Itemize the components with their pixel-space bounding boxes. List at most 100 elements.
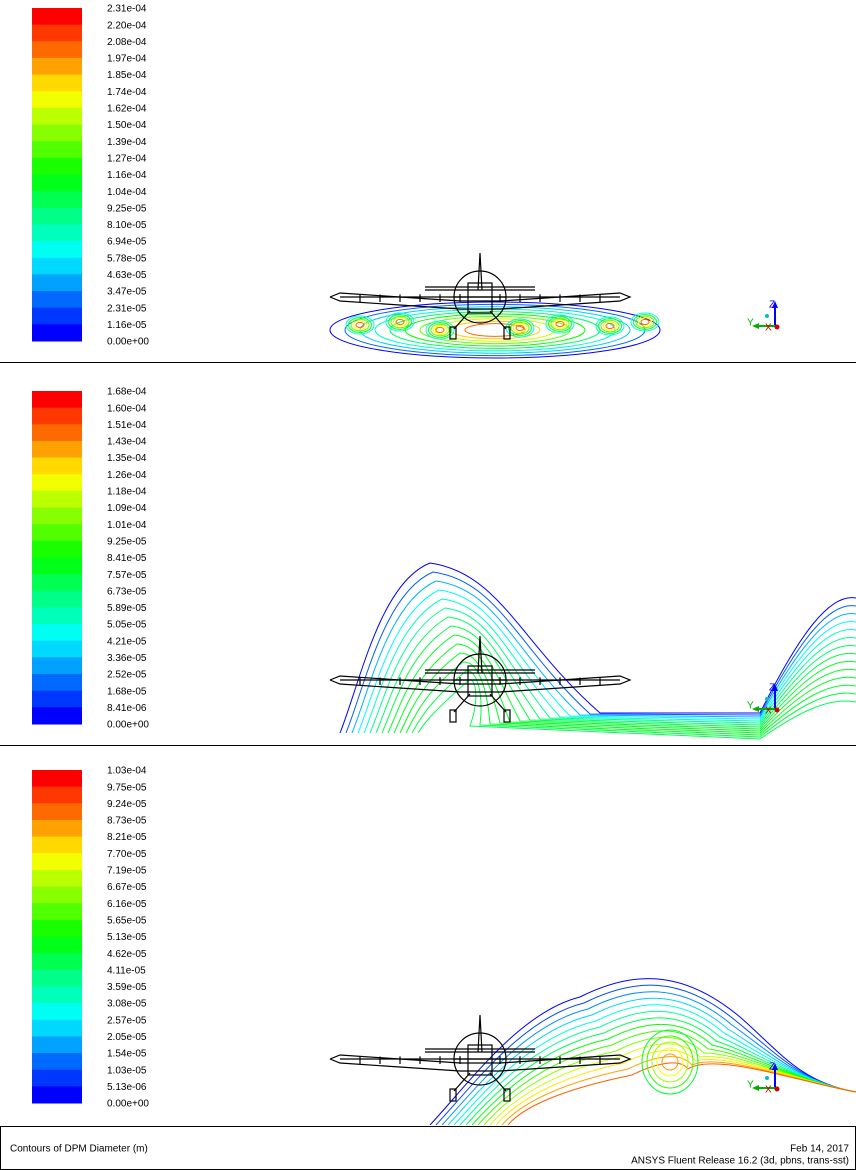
- airplane: [329, 635, 632, 723]
- colorbar-swatch: [32, 457, 82, 475]
- contour: [635, 315, 655, 329]
- contour: [505, 318, 535, 338]
- gear: [489, 1072, 507, 1092]
- colorbar-label: 1.74e-04: [107, 87, 147, 98]
- contour: [393, 317, 407, 327]
- contour: [359, 306, 631, 354]
- contour: [641, 1029, 699, 1095]
- colorbar-label: 1.54e-05: [107, 1049, 147, 1060]
- footer-release: ANSYS Fluent Release 16.2 (3d, pbns, tra…: [631, 1156, 849, 1167]
- colorbar-label: 1.04e-04: [107, 187, 147, 198]
- contour-panel: Z Y X 1.03e-04 9.75e-05 9.24e-05 8.73e-05 8.21e…: [32, 766, 856, 1125]
- contour: [434, 318, 556, 342]
- colorbar-label: 5.05e-05: [107, 620, 147, 631]
- colorbar-swatch: [32, 141, 82, 159]
- contour: [595, 316, 625, 336]
- axis-x: [774, 707, 780, 713]
- triad-dot: [765, 314, 769, 318]
- colorbar-label: 4.11e-05: [107, 965, 146, 976]
- contour: [441, 991, 856, 1125]
- colorbar-label: 6.94e-05: [107, 237, 147, 248]
- contour: [603, 321, 617, 331]
- contour: [598, 318, 622, 334]
- colorbar-label: 1.18e-04: [107, 487, 147, 498]
- colorbar-label: 9.25e-05: [107, 203, 147, 214]
- wheel: [503, 709, 511, 723]
- contour: [600, 319, 620, 333]
- colorbar-label: 4.62e-05: [107, 949, 147, 960]
- colorbar-swatch: [32, 490, 82, 509]
- wheel: [449, 326, 457, 340]
- colorbar-label: 6.67e-05: [107, 882, 147, 893]
- axis-label-y: Y: [747, 701, 754, 712]
- colorbar-label: 8.41e-06: [107, 703, 147, 714]
- contour: [464, 323, 526, 337]
- contour: [393, 643, 856, 734]
- colorbar-label: 3.08e-05: [107, 999, 147, 1010]
- contour: [513, 323, 527, 333]
- colorbar-swatch: [32, 407, 82, 425]
- colorbar: 1.03e-04 9.75e-05 9.24e-05 8.73e-05 8.21e-05…: [32, 766, 149, 1110]
- colorbar-label: 5.13e-06: [107, 1082, 147, 1093]
- colorbar-label: 9.75e-05: [107, 782, 147, 793]
- contour: [385, 312, 415, 332]
- contour: [633, 314, 657, 330]
- colorbar-label: 9.25e-05: [107, 536, 147, 547]
- fuselage: [467, 282, 493, 314]
- contour: [630, 312, 660, 332]
- colorbar-label: 1.26e-04: [107, 470, 147, 481]
- contour: [550, 317, 570, 331]
- contour: [348, 317, 372, 333]
- contour: [656, 1047, 684, 1077]
- colorbar-label: 1.09e-04: [107, 503, 147, 514]
- axis-label-y: Y: [747, 1080, 754, 1091]
- colorbar-label: 3.47e-05: [107, 287, 147, 298]
- axis-label-z: Z: [769, 1062, 775, 1073]
- contour: [430, 323, 450, 337]
- gear: [489, 310, 507, 330]
- airplane: [329, 1014, 632, 1102]
- contour: [375, 616, 856, 734]
- axis-label-x: X: [765, 323, 772, 334]
- colorbar-label: 2.52e-05: [107, 670, 147, 681]
- contour: [501, 1056, 856, 1125]
- colorbar-swatch: [32, 74, 82, 92]
- contour: [344, 303, 646, 357]
- colorbar-swatch: [32, 324, 82, 342]
- contour: [351, 580, 856, 734]
- colorbar-swatch: [32, 540, 82, 558]
- triad-dot: [765, 697, 769, 701]
- colorbar-label: 6.73e-05: [107, 586, 147, 597]
- colorbar-label: 1.16e-04: [107, 170, 147, 181]
- colorbar-label: 7.70e-05: [107, 849, 147, 860]
- contour: [345, 315, 375, 335]
- contour: [369, 607, 856, 734]
- colorbar-label: 1.03e-05: [107, 1065, 147, 1076]
- colorbar-label: 7.57e-05: [107, 570, 147, 581]
- colorbar-swatch: [32, 674, 82, 692]
- colorbar-swatch: [32, 257, 82, 275]
- colorbar-swatch: [32, 770, 82, 788]
- colorbar-swatch: [32, 524, 82, 542]
- colorbar-swatch: [32, 853, 82, 871]
- contour: [425, 320, 455, 340]
- colorbar-label: 1.62e-04: [107, 104, 147, 115]
- fin: [477, 1014, 483, 1053]
- contour: [661, 1053, 679, 1071]
- colorbar-label: 1.01e-04: [107, 520, 147, 531]
- contour: [388, 314, 412, 330]
- contour-plot: [329, 978, 856, 1125]
- gear: [453, 693, 471, 713]
- contour: [651, 1041, 689, 1083]
- colorbar-swatch: [32, 574, 82, 592]
- colorbar-label: 1.03e-04: [107, 766, 147, 777]
- colorbar-swatch: [32, 624, 82, 642]
- colorbar-label: 1.43e-04: [107, 437, 147, 448]
- colorbar-swatch: [32, 1053, 82, 1071]
- colorbar-label: 2.20e-04: [107, 20, 147, 31]
- contour: [411, 670, 856, 738]
- contour: [381, 625, 856, 734]
- colorbar-swatch: [32, 786, 82, 804]
- colorbar-label: 9.24e-05: [107, 799, 147, 810]
- colorbar-swatch: [32, 174, 82, 192]
